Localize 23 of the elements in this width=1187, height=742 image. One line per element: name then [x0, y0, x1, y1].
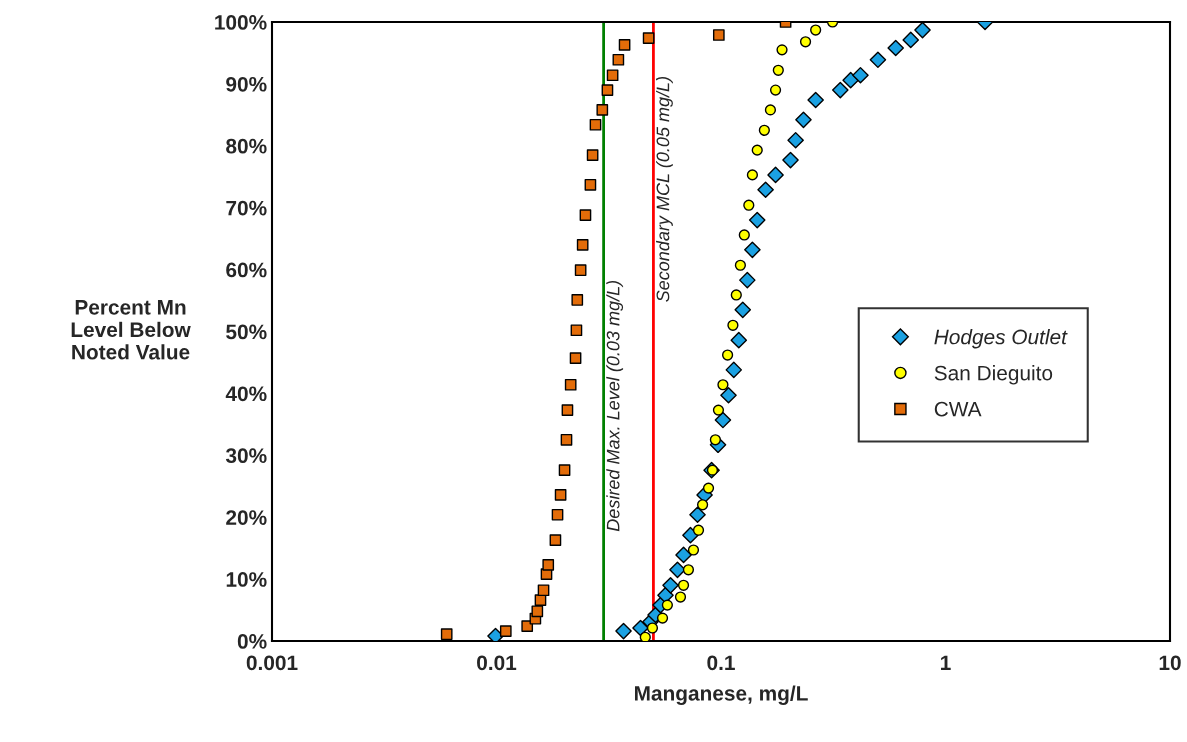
y-tick-label: 100%: [215, 15, 267, 30]
y-tick-label: 30%: [225, 448, 267, 464]
y-tick-label: 80%: [226, 138, 267, 154]
y-tick-label: 90%: [226, 76, 267, 92]
legend-label: Hodges Outlet: [934, 329, 1068, 349]
y-axis-title: Percent Mn Level Below Noted Value: [71, 300, 191, 360]
y-tick-label: 60%: [226, 262, 267, 278]
y-tick-label: 20%: [226, 510, 267, 525]
y-tick-label: 10%: [226, 572, 267, 587]
legend-label: CWA: [934, 401, 982, 417]
x-axis-title: Manganese, mg/L: [635, 685, 808, 705]
y-tick-label: 0%: [237, 634, 267, 649]
y-tick-label: 70%: [226, 200, 267, 216]
x-tick-label: 10: [1159, 655, 1181, 671]
y-tick-label: 40%: [225, 386, 267, 402]
legend-label: San Dieguito: [934, 365, 1053, 385]
ref-line-label: Secondary MCL (0.05 mg/L): [656, 76, 673, 302]
x-tick-label: 1: [941, 655, 951, 670]
y-tick-label: 50%: [226, 324, 267, 340]
x-tick-label: 0.001: [246, 655, 298, 671]
ref-line-label: Desired Max. Level (0.03 mg/L): [606, 280, 624, 532]
x-tick-label: 0.1: [707, 655, 735, 671]
x-tick-label: 0.01: [477, 655, 517, 671]
